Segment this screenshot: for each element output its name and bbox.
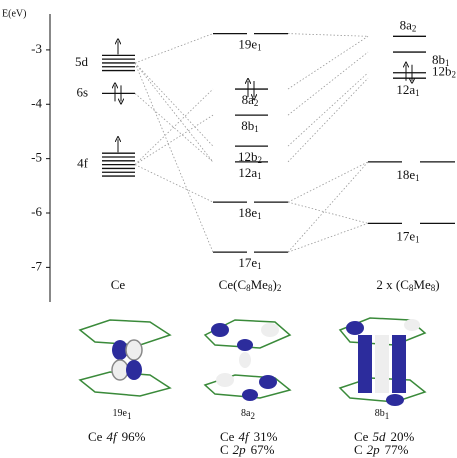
label-sub: 1 xyxy=(415,88,420,98)
connector xyxy=(288,78,368,162)
connector xyxy=(288,34,368,37)
label-sub: 1 xyxy=(257,171,262,181)
label-sub: 1 xyxy=(257,261,262,271)
label-sub: 2 xyxy=(250,411,255,421)
label-sub: 1 xyxy=(127,411,132,421)
connector xyxy=(288,73,368,146)
label-base: 12a xyxy=(396,82,415,97)
label-base: 18e xyxy=(238,205,257,220)
orbital-image xyxy=(340,318,425,406)
orbital-label: 8a2 xyxy=(241,408,255,421)
label-sub: 1 xyxy=(415,234,420,244)
label-part: 2 x (C xyxy=(376,277,409,292)
connector xyxy=(135,34,213,63)
orbital-image xyxy=(80,320,170,396)
level-label: 19e1 xyxy=(238,37,261,53)
percent: 96% xyxy=(122,429,146,444)
connector xyxy=(288,36,368,89)
level-label: 5d xyxy=(75,54,89,69)
label-sub: 1 xyxy=(385,411,390,421)
level-label: 12b2 xyxy=(238,149,262,165)
label-base: 8b xyxy=(375,408,385,419)
mo-diagram: E(eV) -3-4-5-6-75d6s4f19e18a28b112b212a1… xyxy=(0,0,457,458)
label-sub: 1 xyxy=(415,173,420,183)
label-base: 18e xyxy=(396,167,415,182)
connector xyxy=(288,202,368,223)
composition: C 2p 77% xyxy=(354,442,409,457)
orbital-label: 19e1 xyxy=(113,408,132,421)
connector xyxy=(135,63,213,146)
atom: C xyxy=(354,442,363,457)
label-base: 17e xyxy=(396,228,415,243)
label-sub: 2 xyxy=(254,98,259,108)
orbital-label: 8b1 xyxy=(375,408,390,421)
label-sub: 2 xyxy=(277,283,282,293)
y-tick-label: -6 xyxy=(31,204,42,219)
connector xyxy=(135,63,213,252)
connector xyxy=(288,162,368,252)
level-label: 12a1 xyxy=(396,82,419,98)
label-base: 19e xyxy=(238,37,257,52)
label-part: Ce xyxy=(111,277,126,292)
orbital: 2p xyxy=(233,442,247,457)
atom: Ce xyxy=(88,429,103,444)
label-base: 17e xyxy=(238,255,257,270)
axis-label: E(eV) xyxy=(2,8,26,19)
level-label: 8a2 xyxy=(242,92,259,108)
level-label: 12a1 xyxy=(238,165,261,181)
orbital: 4f xyxy=(106,429,119,444)
level-label: 8a2 xyxy=(400,17,417,33)
orbital-image xyxy=(205,320,290,401)
composition: C 2p 67% xyxy=(220,442,275,457)
level-label: 18e1 xyxy=(396,167,419,183)
label-sub: 2 xyxy=(258,155,263,165)
connector xyxy=(288,223,368,252)
label-sub: 1 xyxy=(257,211,262,221)
level-label: 18e1 xyxy=(238,205,261,221)
level-label: 17e1 xyxy=(396,228,419,244)
connector xyxy=(135,165,213,203)
percent: 77% xyxy=(385,442,409,457)
label-part: Ce(C xyxy=(219,277,246,292)
level-label: 8b1 xyxy=(241,118,259,134)
column-label: Ce(C8Me8)2 xyxy=(219,277,282,293)
label-part: Me xyxy=(413,277,431,292)
label-part: ) xyxy=(435,277,439,292)
connector xyxy=(288,162,368,202)
percent: 67% xyxy=(251,442,275,457)
y-tick-label: -4 xyxy=(31,95,42,110)
label-base: 12a xyxy=(238,165,257,180)
level-label: 17e1 xyxy=(238,255,261,271)
connector xyxy=(135,93,213,162)
orbital: 2p xyxy=(367,442,381,457)
label-base: 19e xyxy=(113,408,128,419)
label-part: Me xyxy=(251,277,269,292)
level-label: 6s xyxy=(76,84,88,99)
level-label: 12b2 xyxy=(432,64,456,80)
label-sub: 1 xyxy=(257,43,262,53)
label-sub: 2 xyxy=(412,23,417,33)
label-base: 12b xyxy=(432,64,452,79)
connector xyxy=(135,89,213,165)
y-tick-label: -3 xyxy=(31,41,42,56)
connector xyxy=(135,63,213,162)
label-sub: 2 xyxy=(452,70,457,80)
label-base: 8b xyxy=(241,118,254,133)
y-tick-label: -5 xyxy=(31,150,42,165)
column-label: 2 x (C8Me8) xyxy=(376,277,439,293)
column-label: Ce xyxy=(111,277,126,292)
y-tick-label: -7 xyxy=(31,258,42,273)
label-base: 8a xyxy=(400,17,413,32)
orbital-images xyxy=(80,318,425,406)
atom: C xyxy=(220,442,229,457)
level-label: 4f xyxy=(77,156,89,171)
label-sub: 1 xyxy=(254,124,259,134)
